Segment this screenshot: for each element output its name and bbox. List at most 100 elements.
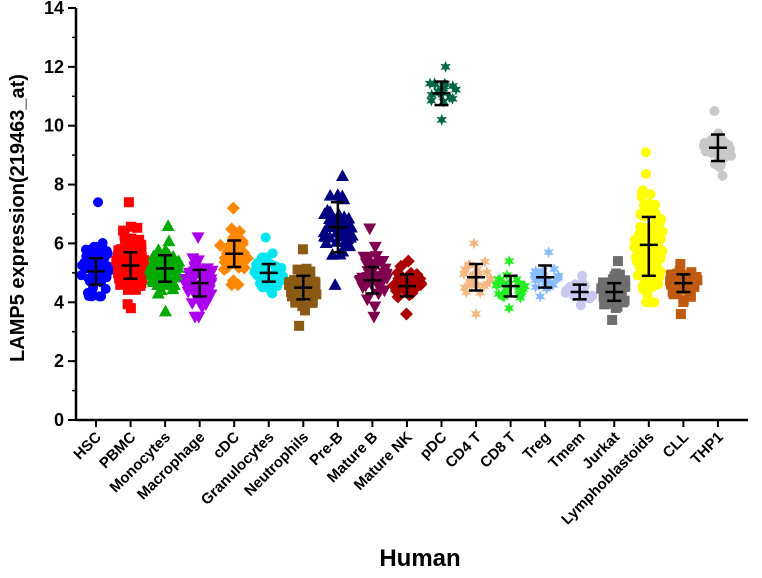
- data-point: [377, 267, 391, 280]
- series-pbmc: [111, 197, 150, 314]
- data-point: [183, 276, 197, 289]
- data-point: [530, 265, 541, 278]
- data-point: [376, 255, 390, 268]
- data-point: [294, 320, 305, 331]
- data-point: [671, 276, 682, 287]
- data-point: [146, 272, 160, 285]
- data-point: [491, 279, 502, 292]
- series-thp1: [699, 106, 736, 181]
- data-point: [355, 274, 369, 287]
- data-point: [614, 276, 625, 287]
- data-point: [493, 275, 505, 288]
- data-point: [368, 241, 382, 254]
- data-point: [121, 265, 132, 276]
- series-hsc: [76, 197, 116, 302]
- data-point: [125, 221, 136, 232]
- data-point: [122, 299, 133, 310]
- data-point: [122, 275, 133, 286]
- data-point: [306, 285, 317, 296]
- data-point: [199, 265, 213, 278]
- series-pdc: [424, 60, 462, 126]
- y-tick-label: 6: [54, 233, 64, 253]
- error-bar: [156, 253, 175, 283]
- data-point: [226, 201, 240, 215]
- data-point: [551, 272, 562, 285]
- data-point: [619, 281, 630, 292]
- data-point: [400, 307, 414, 321]
- data-point: [341, 216, 355, 228]
- error-bar: [674, 273, 693, 294]
- data-point: [292, 264, 303, 275]
- data-point: [360, 294, 374, 307]
- data-point: [612, 256, 623, 267]
- data-point: [340, 225, 354, 238]
- data-point: [685, 291, 696, 302]
- data-point: [410, 268, 424, 282]
- data-point: [717, 170, 728, 181]
- data-point: [639, 235, 650, 246]
- error-bar: [363, 265, 382, 295]
- data-point: [185, 298, 199, 310]
- data-point: [650, 227, 661, 238]
- data-point: [461, 286, 472, 299]
- data-point: [629, 242, 640, 253]
- data-point: [426, 94, 437, 107]
- data-point: [640, 147, 651, 158]
- series-cll: [665, 259, 703, 320]
- data-point: [503, 302, 515, 315]
- data-point: [323, 205, 337, 217]
- data-point: [440, 60, 451, 73]
- error-bar: [536, 264, 555, 289]
- data-point: [113, 268, 124, 279]
- data-point: [447, 92, 458, 105]
- data-point: [498, 278, 510, 291]
- data-point: [636, 247, 647, 258]
- error-bar: [708, 133, 727, 163]
- data-point: [436, 113, 447, 126]
- data-point: [170, 267, 184, 280]
- data-point: [641, 297, 652, 308]
- error-bar: [259, 262, 278, 283]
- error-bar: [294, 274, 313, 301]
- data-point: [252, 270, 263, 281]
- x-axis-title: Human: [379, 545, 460, 572]
- series-macrophage: [179, 232, 219, 324]
- data-point: [300, 305, 311, 316]
- data-point: [473, 267, 485, 280]
- data-point: [481, 266, 493, 279]
- data-point: [331, 188, 345, 200]
- data-point: [394, 259, 408, 273]
- data-point: [429, 77, 440, 90]
- data-point: [645, 189, 656, 200]
- data-point: [287, 282, 298, 293]
- data-point: [260, 232, 271, 243]
- data-point: [603, 279, 614, 290]
- data-point: [87, 285, 98, 296]
- data-point: [548, 263, 560, 276]
- data-point: [131, 238, 142, 249]
- data-point: [290, 276, 301, 287]
- y-tick-label: 12: [44, 57, 64, 77]
- data-point: [535, 290, 546, 303]
- error-bar: [328, 200, 347, 254]
- series-neutrophils: [284, 244, 322, 331]
- data-point: [257, 263, 268, 274]
- data-point: [607, 314, 618, 325]
- data-point: [307, 297, 318, 308]
- series-granulocytes: [249, 232, 289, 299]
- data-point: [143, 261, 157, 274]
- x-tick-label: CD4 T: [442, 429, 485, 472]
- data-point: [114, 247, 125, 258]
- series-cdc: [213, 201, 255, 292]
- data-point: [504, 255, 515, 268]
- x-tick-label: Tmem: [545, 429, 588, 472]
- data-point: [311, 289, 322, 300]
- data-point: [357, 251, 371, 264]
- y-tick-label: 4: [54, 292, 64, 312]
- series-treg: [529, 246, 564, 303]
- data-point: [533, 273, 544, 286]
- data-point: [447, 80, 459, 93]
- data-point: [301, 263, 312, 274]
